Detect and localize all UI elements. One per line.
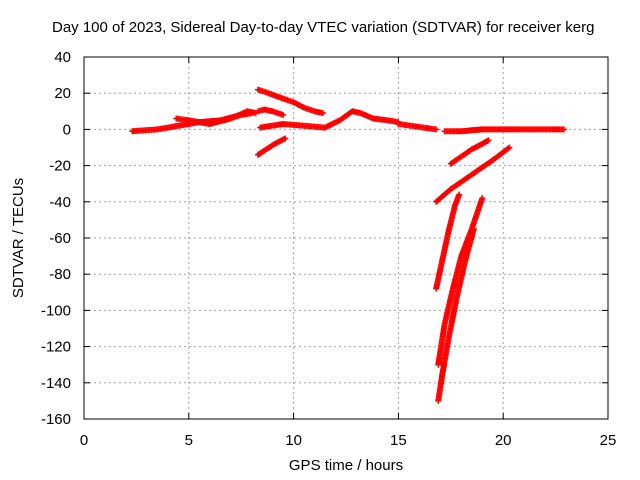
x-tick-label: 0 [80,432,88,449]
series-arc-3 [254,86,326,117]
x-tick-label: 25 [600,432,617,449]
data-point [560,126,567,133]
data-point [485,137,492,144]
x-axis-label: GPS time / hours [289,457,403,474]
data-point [433,126,440,133]
y-tick-label: -120 [41,339,71,356]
data-point [506,144,513,151]
tick-layer: 0 5 10 15 20 25 -160 -140 -120 -100 -80 -60 -40 -20 0 2… [41,49,616,449]
data-point [479,195,486,202]
data-point [456,191,463,198]
series-arc-9 [447,137,492,167]
data-point [470,225,477,232]
series-arc-6 [257,108,402,131]
y-axis-label: SDTVAR / TECUs [10,178,27,298]
y-tick-label: 40 [54,49,71,66]
grid-layer [84,57,608,419]
series-arc-4 [254,106,287,118]
y-tick-label: -80 [49,266,71,283]
y-tick-label: 20 [54,85,71,102]
data-point [505,145,512,152]
y-tick-label: -160 [41,411,71,428]
y-tick-label: -100 [41,302,71,319]
series-arc-13 [435,225,477,404]
data-layer [129,86,567,404]
series-arc-11 [433,191,463,292]
series-arc-5 [254,135,289,158]
series-arc-2 [173,108,259,127]
data-point [282,135,289,142]
data-point [319,110,326,117]
data-point [280,111,287,118]
x-tick-label: 20 [495,432,512,449]
y-tick-label: -140 [41,375,71,392]
y-tick-label: 0 [63,121,71,138]
y-tick-label: -40 [49,194,71,211]
series-arc-8 [441,126,567,135]
y-tick-label: -60 [49,230,71,247]
x-tick-label: 15 [390,432,407,449]
x-tick-label: 5 [185,432,193,449]
chart-title: Day 100 of 2023, Sidereal Day-to-day VTE… [52,19,595,36]
x-tick-label: 10 [285,432,302,449]
series-arc-7 [395,120,440,133]
y-tick-label: -20 [49,158,71,175]
series-arc-10 [433,144,513,205]
